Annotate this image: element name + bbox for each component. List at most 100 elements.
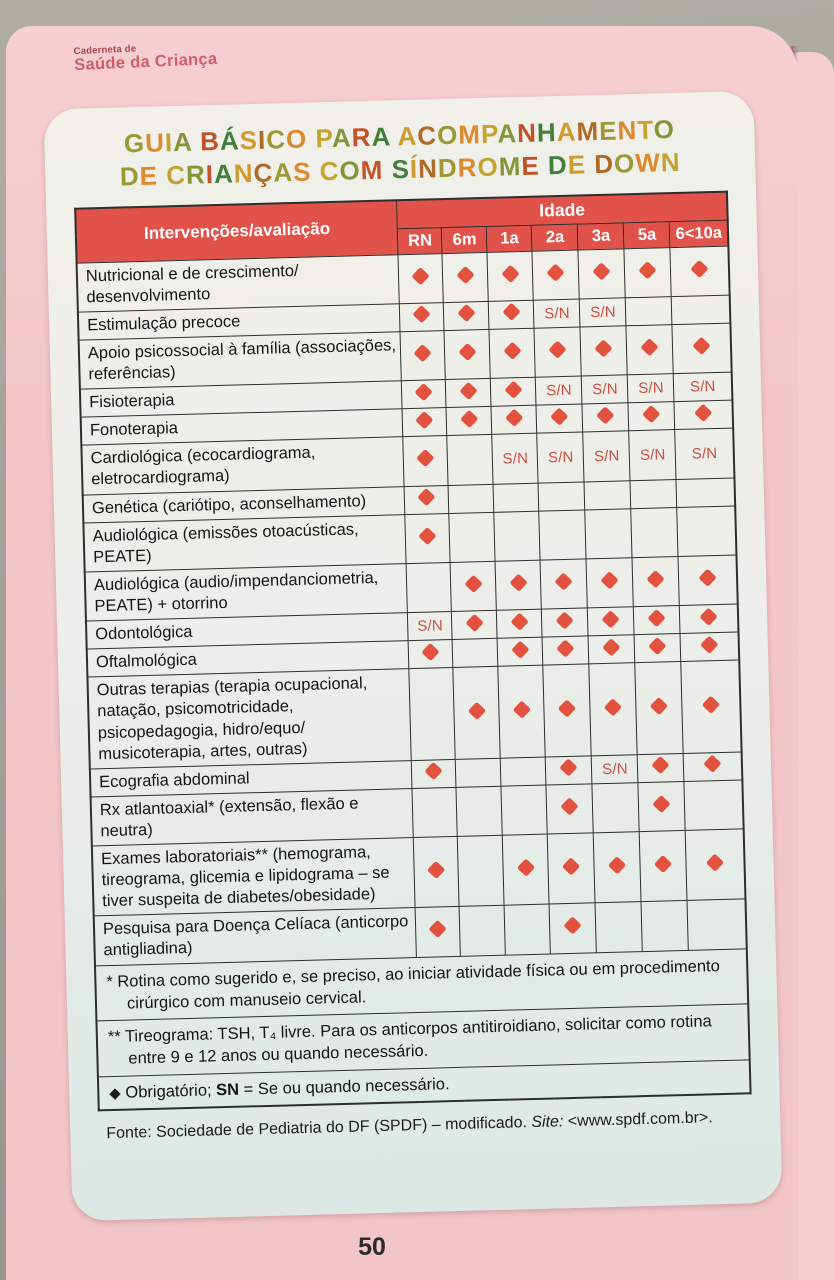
diamond-icon [698, 568, 717, 587]
diamond-icon [502, 302, 521, 322]
diamond-icon [464, 574, 483, 594]
source-site-value: <www.spdf.com.br>. [563, 1109, 713, 1131]
age-value-cell [450, 561, 497, 612]
diamond-icon [414, 382, 434, 401]
sn-cell: S/N [407, 611, 453, 641]
age-value-cell [626, 324, 674, 375]
diamond-icon [706, 853, 725, 872]
diamond-icon [558, 698, 577, 718]
diamond-icon [413, 343, 433, 363]
age-value-cell [455, 757, 502, 788]
source-text: Fonte: Sociedade de Pediatria do DF (SPD… [106, 1113, 532, 1143]
sn-cell: S/N [627, 373, 675, 403]
age-value-cell [445, 378, 492, 408]
age-value-cell [405, 513, 451, 564]
diamond-icon [415, 410, 434, 430]
sn-cell: S/N [591, 754, 639, 784]
diamond-icon [648, 636, 667, 655]
intervention-label-cell: Nutricional e de crescimento/ desenvolvi… [76, 254, 400, 312]
age-value-cell [448, 483, 495, 514]
diamond-icon [505, 408, 524, 427]
diamond-icon [460, 409, 479, 428]
age-value-cell [638, 781, 686, 832]
source-site-label: Site: [531, 1113, 564, 1131]
age-column-header: 1a [486, 224, 533, 252]
diamond-icon [592, 261, 612, 281]
diamond-icon [694, 403, 713, 422]
age-column-header: 6<10a [669, 219, 729, 248]
diamond-icon [412, 305, 432, 324]
age-value-cell [541, 607, 589, 638]
diamond-icon [554, 572, 574, 591]
diamond-icon [562, 856, 581, 876]
age-value-cell [681, 660, 742, 754]
age-value-cell [452, 638, 499, 668]
age-value-cell [443, 301, 490, 331]
age-value-cell [539, 509, 587, 560]
sn-cell: S/N [673, 372, 733, 402]
sn-cell: S/N [492, 433, 539, 484]
age-value-cell [547, 832, 596, 905]
age-value-cell [625, 296, 673, 326]
diamond-icon [563, 916, 583, 936]
age-value-cell [497, 637, 544, 667]
age-column-header: 6m [441, 225, 488, 254]
age-value-cell [409, 667, 456, 761]
intervention-label-cell: Audiológica (audio/impendanciometria, PE… [84, 563, 408, 622]
source-line: Fonte: Sociedade de Pediatria do DF (SPD… [106, 1108, 754, 1143]
age-value-cell [534, 326, 582, 378]
age-value-cell [413, 836, 460, 908]
age-value-cell [538, 481, 586, 511]
diamond-icon [690, 259, 709, 278]
age-value-cell [415, 906, 461, 958]
diamond-icon [416, 449, 435, 468]
sn-cell: S/N [579, 297, 627, 327]
age-value-cell [633, 605, 681, 635]
diamond-icon [699, 607, 718, 626]
sn-cell: S/N [533, 298, 581, 329]
age-value-cell [401, 379, 447, 409]
diamond-icon [424, 762, 444, 781]
diamond-icon [604, 697, 623, 716]
diamond-icon [550, 407, 569, 426]
age-value-cell [635, 661, 684, 755]
diamond-icon [418, 526, 438, 545]
intervention-label-cell: Apoio psicossocial à família (associaçõe… [78, 331, 402, 390]
age-value-cell [453, 666, 501, 760]
age-column-header: RN [397, 227, 443, 255]
diamond-icon [652, 794, 672, 814]
age-value-cell [677, 505, 737, 557]
age-value-cell [595, 901, 643, 953]
age-value-cell [545, 755, 593, 785]
age-value-cell [498, 665, 546, 758]
age-value-cell [489, 328, 536, 379]
intervention-label-cell: Audiológica (emissões otoacústicas, PEAT… [83, 514, 407, 572]
age-value-cell [685, 828, 746, 901]
age-value-cell [491, 405, 538, 435]
age-value-cell [459, 905, 506, 956]
diamond-icon [701, 695, 721, 714]
age-value-cell [671, 294, 731, 325]
age-value-cell [578, 248, 626, 299]
age-value-cell [412, 787, 458, 838]
age-value-cell [631, 507, 679, 558]
age-value-cell [411, 759, 457, 789]
age-value-cell [501, 784, 548, 836]
intervention-label-cell: Cardiológica (ecocardiograma, eletrocard… [81, 436, 405, 495]
diamond-icon [509, 573, 528, 592]
diamond-icon [459, 381, 478, 400]
age-column-header: 3a [577, 222, 625, 250]
diamond-icon [427, 860, 446, 879]
logo-saude-text: Saúde da Criança [73, 49, 218, 75]
diamond-icon [642, 404, 661, 424]
intervention-label-cell: Outras terapias (terapia ocupacional, na… [87, 668, 412, 769]
diamond-icon [650, 696, 669, 715]
age-value-cell [592, 782, 640, 833]
age-value-cell [488, 299, 535, 330]
age-value-cell [630, 479, 678, 509]
booklet-logo: Caderneta de Saúde da Criança [73, 41, 217, 75]
page-number: 50 [358, 1233, 386, 1261]
age-value-cell [679, 604, 739, 634]
diamond-icon [456, 265, 475, 284]
diamond-icon [467, 701, 487, 720]
